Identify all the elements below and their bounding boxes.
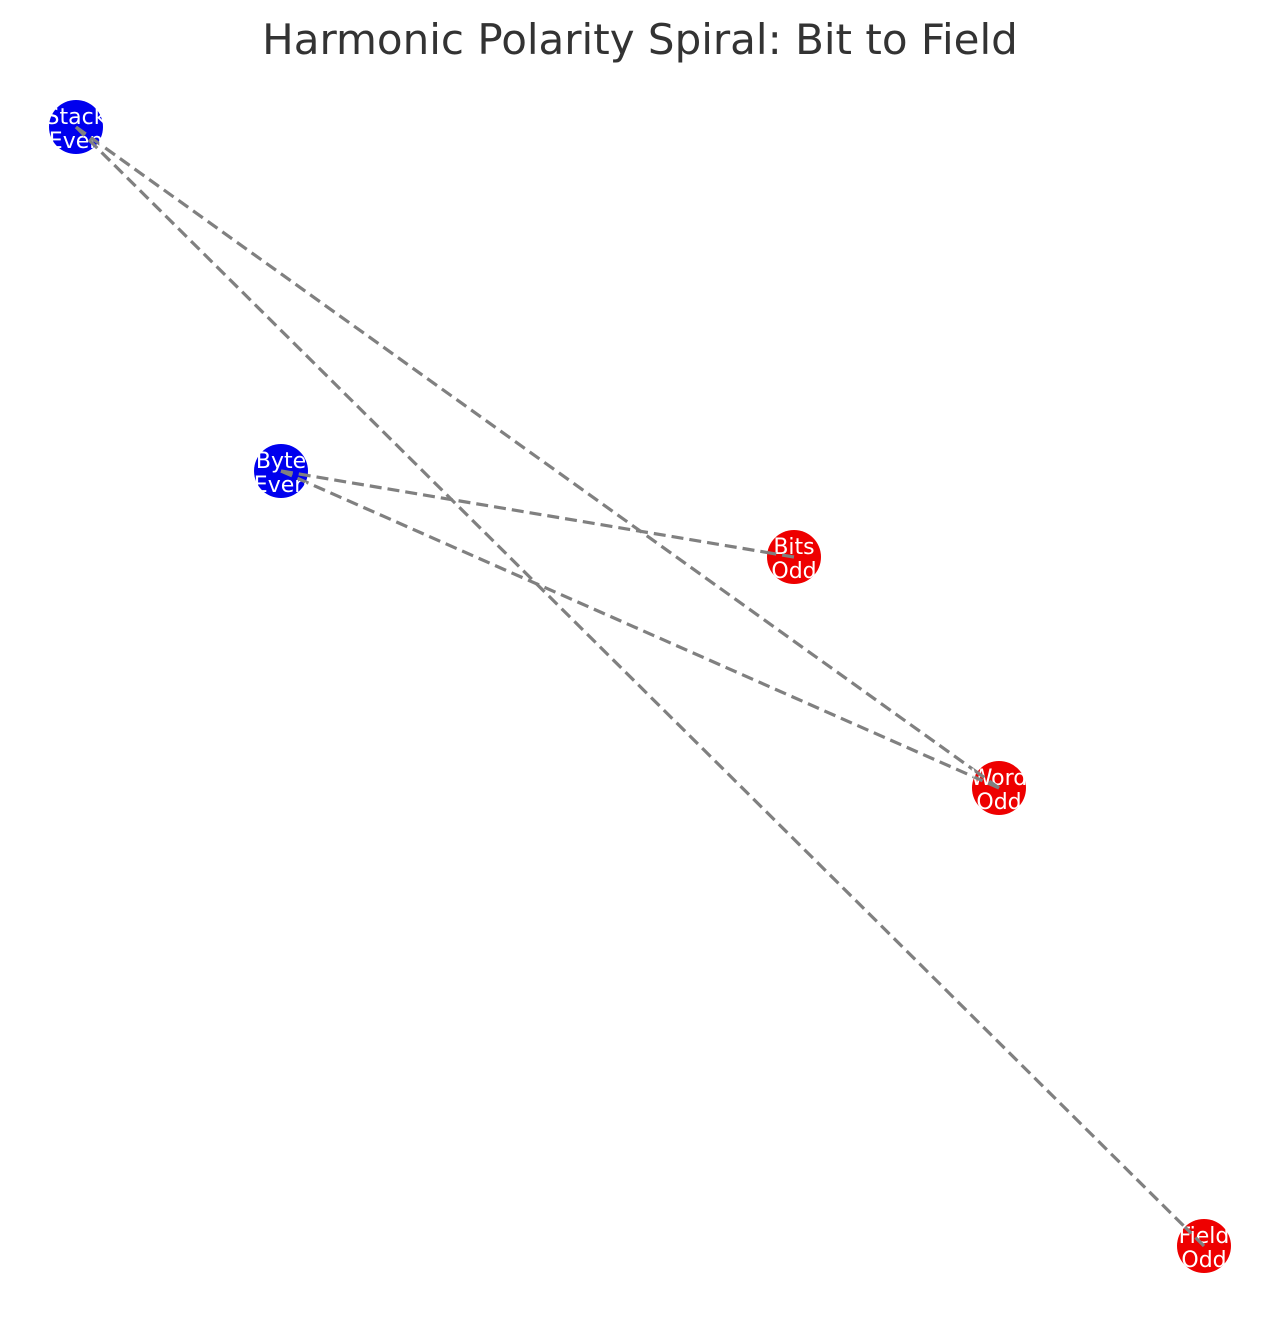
edge-overlay-stack-field <box>74 125 97 148</box>
edge-overlay-byte-word <box>280 469 307 484</box>
edge-byte-bits <box>280 469 795 559</box>
node-label-byte-parity: Even <box>254 473 308 498</box>
edges-layer <box>74 125 1206 1248</box>
node-label-field-parity: Odd <box>1181 1248 1226 1273</box>
edge-byte-word <box>280 469 1000 790</box>
edge-overlay-bits-byte <box>767 550 795 559</box>
node-label-byte-name: Byte <box>256 449 306 474</box>
edge-overlay-field-stack <box>1183 1225 1206 1248</box>
node-label-bits-parity: Odd <box>771 559 816 584</box>
edge-overlay-word-stack <box>976 770 1000 790</box>
edge-overlay-layer <box>74 125 1206 1248</box>
node-label-word-parity: Odd <box>976 790 1021 815</box>
diagram-title: Harmonic Polarity Spiral: Bit to Field <box>262 15 1018 64</box>
edge-stack-word <box>75 125 1000 790</box>
edge-stack-field <box>74 125 1206 1248</box>
node-label-stack-name: Stack <box>46 105 107 130</box>
